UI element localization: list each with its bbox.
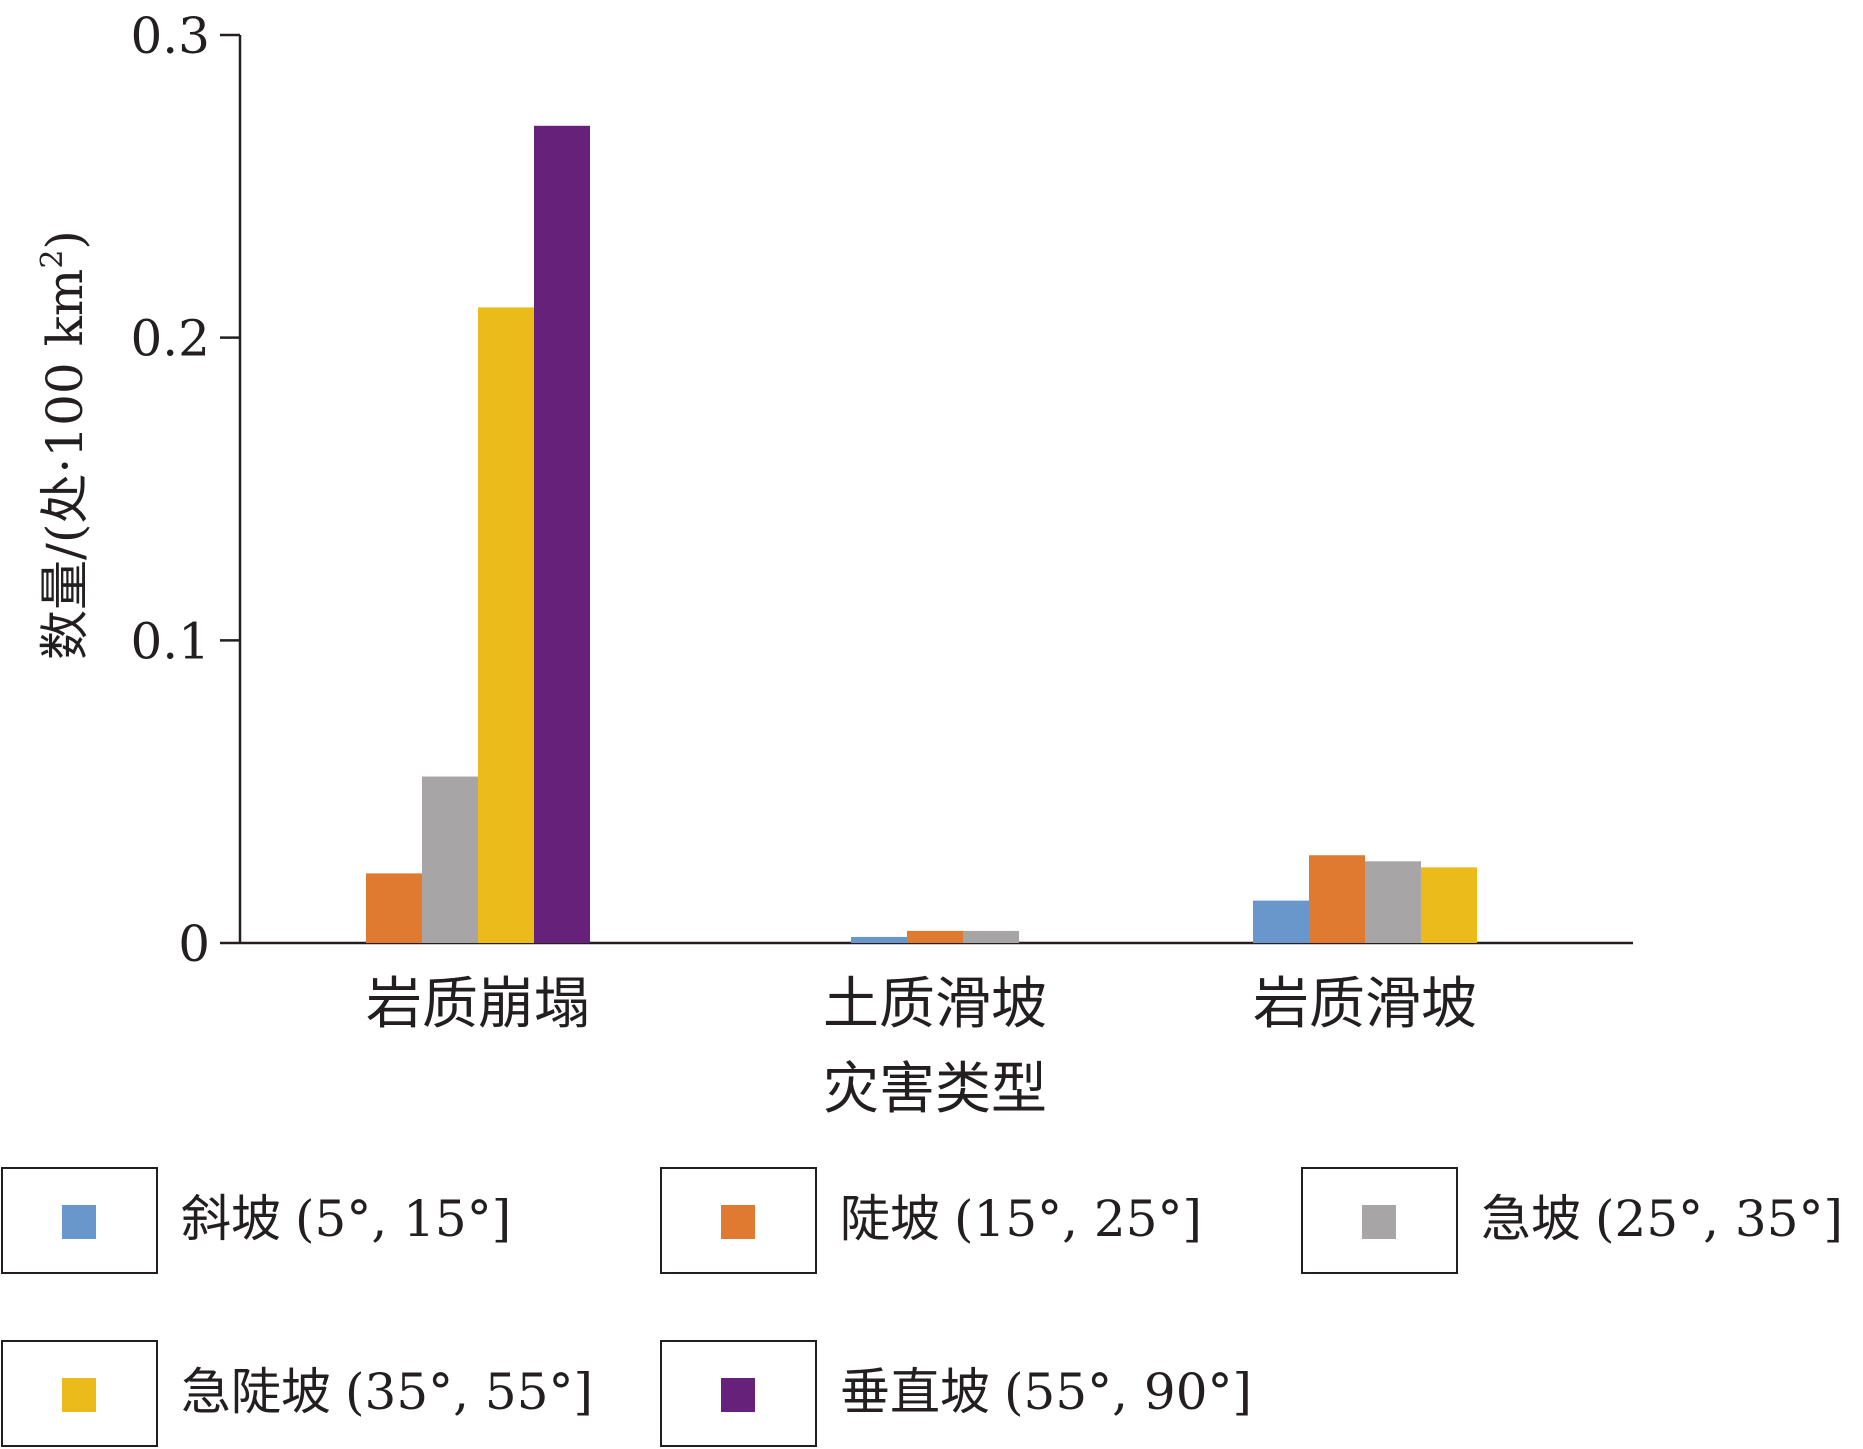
legend-item-box [1, 1167, 158, 1274]
x-categories: 岩质崩塌 土质滑坡 岩质滑坡 [366, 972, 1477, 1037]
bar [1421, 867, 1477, 943]
bar [1253, 900, 1309, 943]
x-axis-title: 灾害类型 [823, 1057, 1047, 1122]
legend-label: 垂直坡 (55°, 90°] [840, 1362, 1252, 1422]
y-axis-title-main: 数量/(处·100 km [36, 269, 94, 660]
y-tick-label: 0.1 [130, 612, 210, 670]
bar [366, 873, 422, 943]
legend-swatch [62, 1205, 96, 1239]
x-tick-label: 岩质崩塌 [366, 972, 590, 1037]
legend-slope-name: 急坡 [1481, 1190, 1581, 1248]
legend-label: 陡坡 (15°, 25°] [840, 1189, 1202, 1249]
legend-slope-name: 斜坡 [181, 1190, 281, 1248]
legend-swatch [721, 1205, 755, 1239]
legend-slope-range: (15°, 25°] [954, 1190, 1203, 1248]
legend-swatch [62, 1378, 96, 1412]
legend-label: 急坡 (25°, 35°] [1481, 1189, 1843, 1249]
legend-slope-range: (55°, 90°] [1004, 1363, 1253, 1421]
legend-label: 急陡坡 (35°, 55°] [181, 1362, 593, 1422]
bar [963, 930, 1019, 943]
y-tick-label: 0.3 [130, 7, 210, 65]
legend-swatch [721, 1378, 755, 1412]
legend-item-box [1, 1340, 158, 1447]
y-axis-title-close: ) [36, 230, 94, 250]
bar [907, 930, 963, 943]
bars [366, 125, 1477, 944]
bar [422, 776, 478, 943]
bar [534, 125, 590, 944]
legend-slope-range: (35°, 55°] [345, 1363, 594, 1421]
bar [478, 307, 534, 943]
y-axis-title: 数量/(处·100 km2) [35, 230, 94, 660]
legend-slope-name: 垂直坡 [840, 1363, 990, 1421]
y-axis-title-sup: 2 [35, 250, 70, 269]
legend-slope-range: (5°, 15°] [295, 1190, 512, 1248]
bar [1365, 861, 1421, 943]
legend-label: 斜坡 (5°, 15°] [181, 1189, 511, 1249]
legend-swatch [1362, 1205, 1396, 1239]
legend-slope-name: 陡坡 [840, 1190, 940, 1248]
legend-item-box [660, 1167, 817, 1274]
x-tick-label: 土质滑坡 [823, 972, 1047, 1037]
y-tick-label: 0 [178, 915, 210, 973]
y-ticks: 0 0.1 0.2 0.3 [130, 7, 240, 973]
y-tick-label: 0.2 [130, 310, 210, 368]
legend-item-box [660, 1340, 817, 1447]
legend-item-box [1301, 1167, 1458, 1274]
legend-slope-name: 急陡坡 [181, 1363, 331, 1421]
bar [851, 936, 907, 943]
x-tick-label: 岩质滑坡 [1253, 972, 1477, 1037]
legend-slope-range: (25°, 35°] [1595, 1190, 1844, 1248]
bar [1309, 855, 1365, 943]
